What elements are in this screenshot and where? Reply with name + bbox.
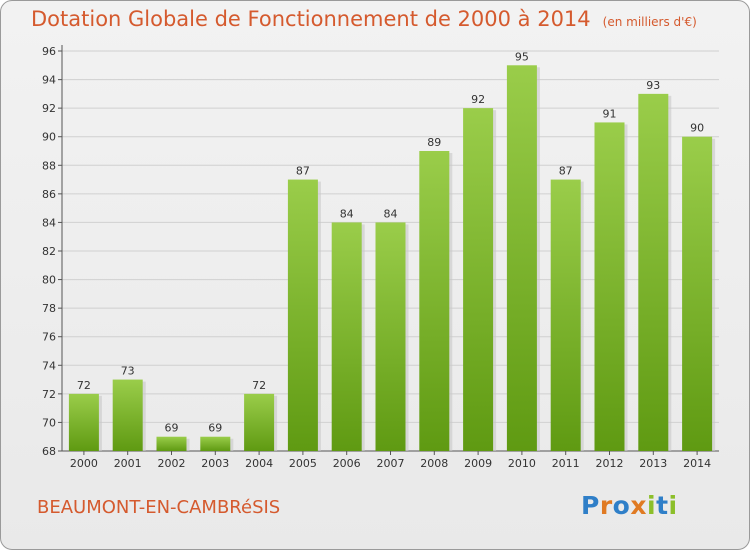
bars [68,65,716,452]
bar-2008 [419,151,450,451]
data-label: 93 [646,79,660,92]
x-tick-label: 2001 [114,457,142,470]
brand-letter: o [612,491,631,520]
brand-letter: t [656,491,669,520]
y-tick-label: 88 [42,159,56,172]
y-tick-label: 90 [42,131,56,144]
bar-2009 [463,108,494,452]
y-tick-label: 94 [42,74,56,87]
bar-2000 [68,393,99,451]
bar-2001 [112,379,143,451]
y-tick-label: 78 [42,302,56,315]
y-tick-label: 80 [42,274,56,287]
x-tick-label: 2004 [245,457,273,470]
data-labels: 72 73 69 69 72 87 84 84 89 92 95 87 91 93 90 [77,50,704,434]
y-tick-label: 84 [42,216,56,229]
data-label: 73 [121,365,135,378]
x-tick-label: 2012 [596,457,624,470]
commune-name: BEAUMONT-EN-CAMBRéSIS [37,497,281,518]
x-tick-label: 2005 [289,457,317,470]
bar-2010 [506,65,537,452]
y-tick-label: 70 [42,416,56,429]
bar-2012 [594,122,625,451]
brand-letter: x [630,491,647,520]
x-tick-label: 2000 [70,457,98,470]
y-tick-label: 92 [42,102,56,115]
data-label: 72 [252,379,266,392]
y-tick-label: 82 [42,245,56,258]
y-tick-label: 72 [42,388,56,401]
x-tick-label: 2002 [158,457,186,470]
brand-letter: i [668,491,678,520]
bar-2005 [287,179,318,452]
x-tick-label: 2006 [333,457,361,470]
y-tick-label: 96 [42,45,56,58]
x-tick-label: 2010 [508,457,536,470]
data-label: 69 [165,422,179,435]
x-tick-label: 2011 [552,457,580,470]
x-tick-label: 2008 [420,457,448,470]
brand-letter: i [647,491,657,520]
bar-chart: 68 70 72 74 76 78 80 82 84 86 88 90 92 94 96 2000 2001 20… [42,45,719,470]
bar-2002 [156,436,187,451]
x-tick-label: 2013 [639,457,667,470]
x-tick-label: 2007 [377,457,405,470]
data-label: 84 [340,207,354,220]
bar-2011 [550,179,581,452]
bar-2014 [682,136,713,451]
y-tick-label: 76 [42,331,56,344]
brand-letter: r [599,491,613,520]
proxiti-logo: Proxiti [581,491,678,520]
data-label: 89 [427,136,441,149]
data-label: 92 [471,93,485,106]
bar-2007 [375,222,406,451]
bar-2006 [331,222,362,451]
bar-2013 [638,93,669,451]
data-label: 87 [559,165,573,178]
data-label: 69 [208,422,222,435]
data-label: 90 [690,122,704,135]
data-label: 72 [77,379,91,392]
data-label: 95 [515,50,529,63]
data-label: 91 [603,107,617,120]
y-tick-label: 86 [42,188,56,201]
bar-2003 [200,436,231,451]
y-tick-label: 68 [42,445,56,458]
chart-subtitle: (en milliers d'€) [602,15,697,29]
y-tick-label: 74 [42,359,56,372]
data-label: 87 [296,165,310,178]
data-label: 84 [384,207,398,220]
bar-2004 [244,393,275,451]
x-tick-label: 2003 [201,457,229,470]
x-tick-label: 2014 [683,457,711,470]
x-tick-label: 2009 [464,457,492,470]
chart-title-text: Dotation Globale de Fonctionnement de 20… [31,7,591,31]
chart-title: Dotation Globale de Fonctionnement de 20… [31,7,697,31]
brand-letter: P [581,491,600,520]
